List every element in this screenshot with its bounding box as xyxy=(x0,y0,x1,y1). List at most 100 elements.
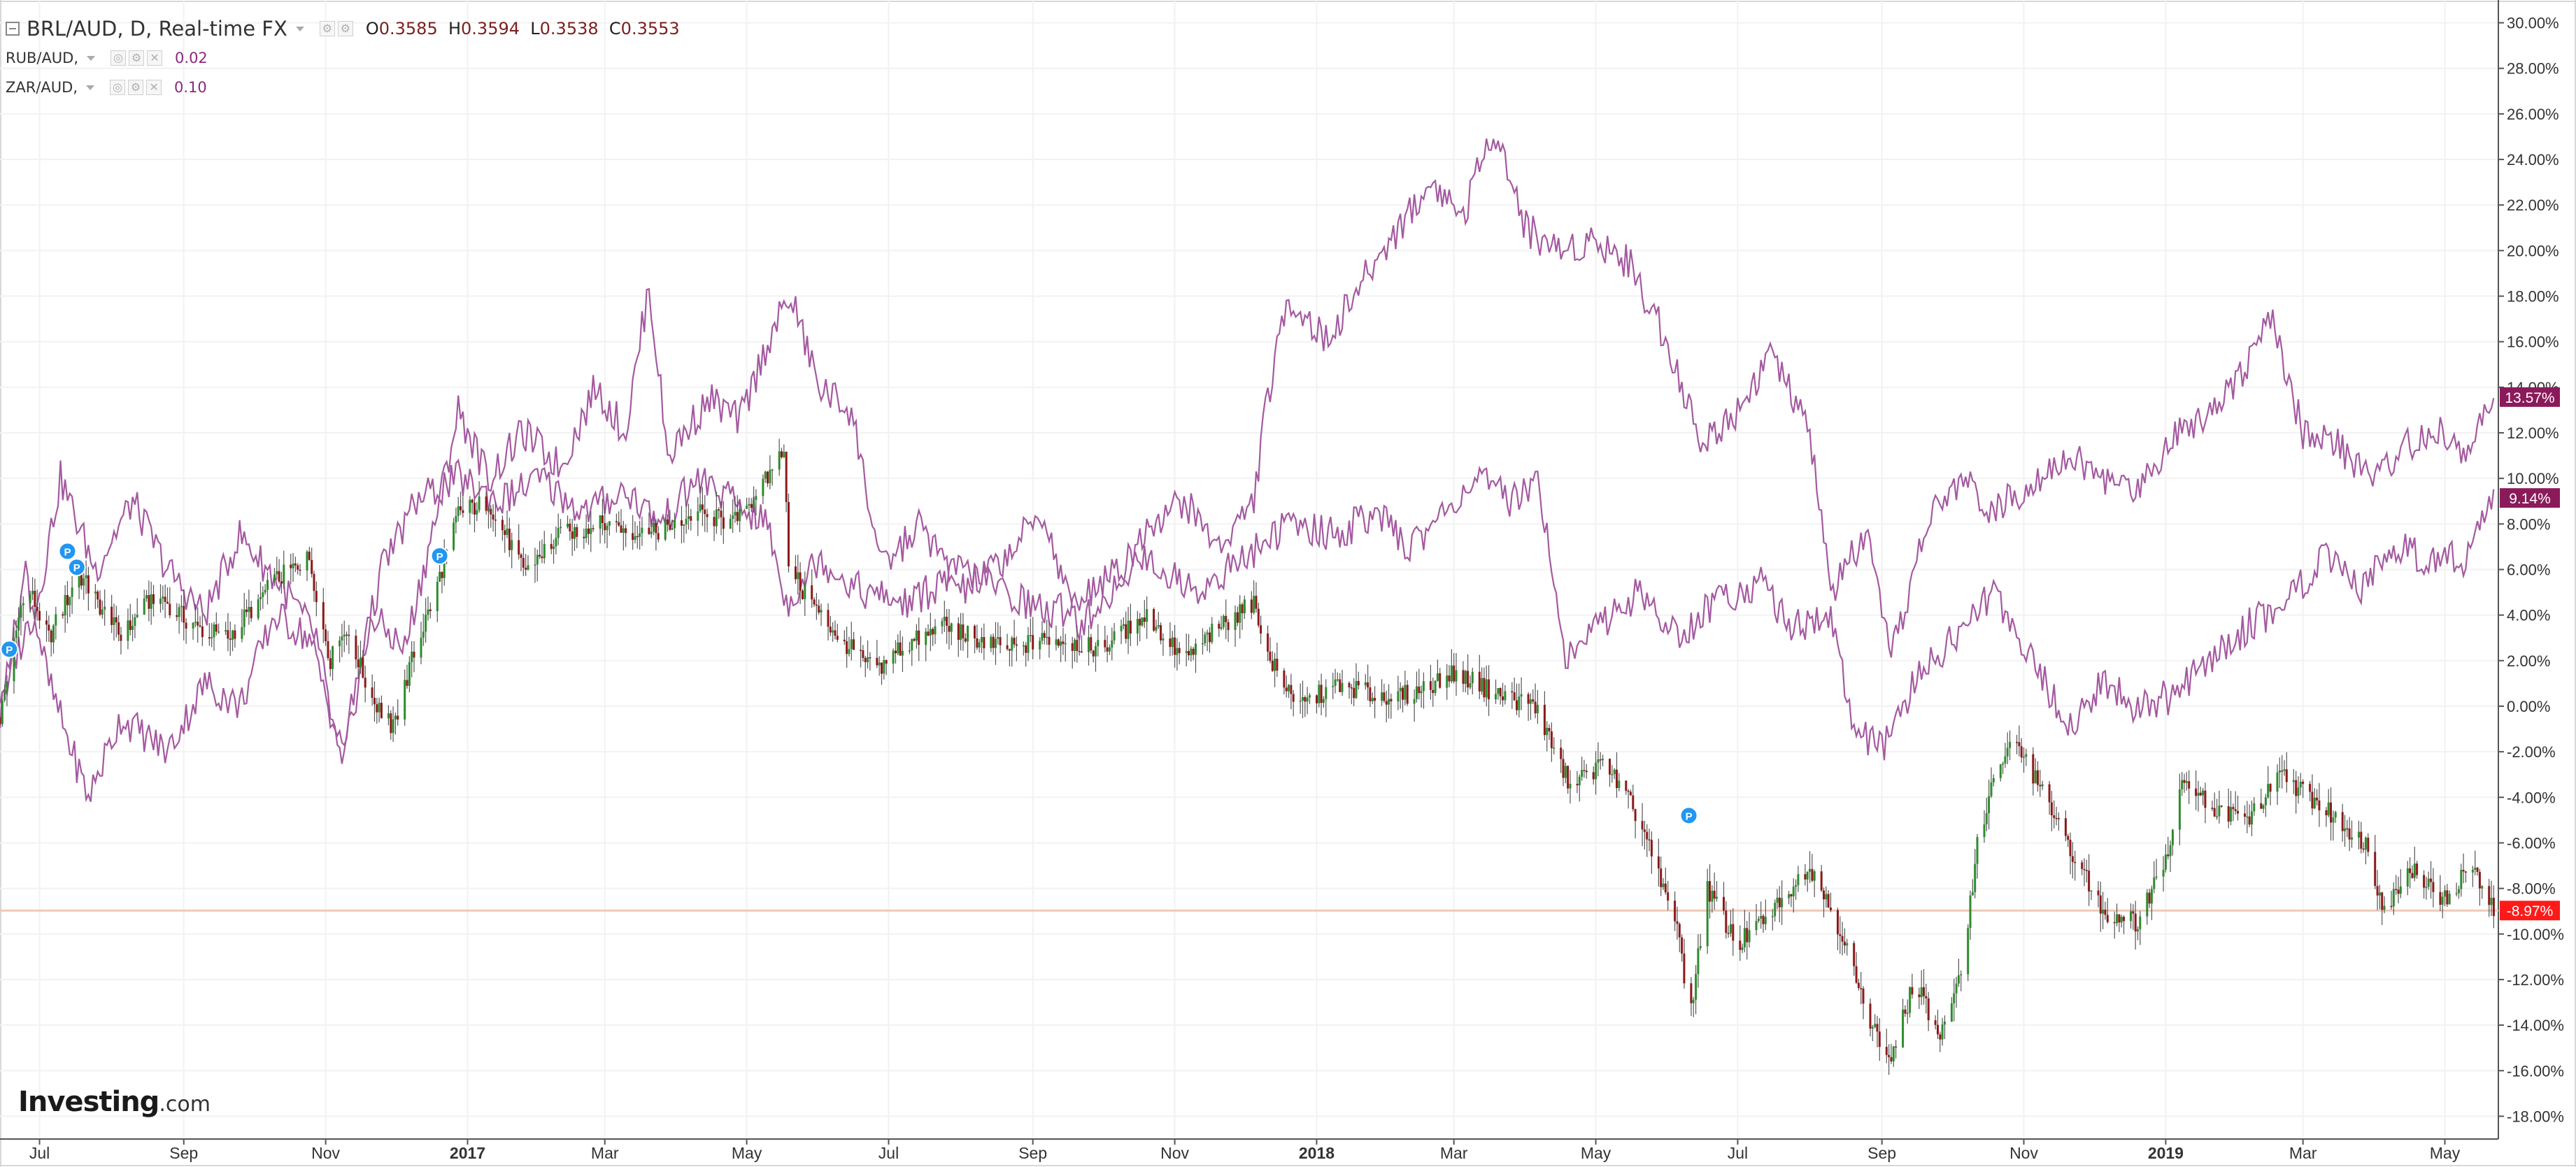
candle-body xyxy=(1418,686,1421,694)
candle-body xyxy=(245,609,248,613)
candle-body xyxy=(2260,803,2263,809)
candle-body xyxy=(136,615,138,617)
candle-body xyxy=(1171,637,1174,647)
candle-body xyxy=(648,527,650,534)
main-settings-icon[interactable]: ⚙ xyxy=(319,21,335,36)
candle-body xyxy=(1846,943,1849,946)
zar-settings-icon[interactable]: ⚙ xyxy=(128,80,144,95)
zar-remove-icon[interactable]: ✕ xyxy=(146,80,162,95)
candle-body xyxy=(373,698,376,705)
candle-body xyxy=(1918,994,1921,998)
candle-body xyxy=(1064,643,1067,645)
candle-body xyxy=(62,614,64,616)
candle-body xyxy=(664,519,667,540)
candle-body xyxy=(799,572,802,591)
candle-body xyxy=(541,556,543,559)
candle-body xyxy=(1416,686,1418,699)
rub-remove-icon[interactable]: ✕ xyxy=(147,50,163,66)
candle-body xyxy=(22,603,24,606)
candle-body xyxy=(1290,685,1293,694)
legend-overlay-row-zar[interactable]: ZAR/AUD, ◎ ⚙ ✕ 0.10 xyxy=(6,73,680,102)
candle-body xyxy=(2367,838,2370,852)
candle-body xyxy=(1146,609,1148,622)
main-symbol-label[interactable]: BRL/AUD, D, Real-time FX xyxy=(27,17,287,41)
candle-body xyxy=(1206,632,1209,635)
candle-body xyxy=(346,634,348,636)
candle-body xyxy=(31,591,34,594)
candle-body xyxy=(1283,671,1286,688)
candle-body xyxy=(148,595,150,609)
candle-body xyxy=(1597,759,1600,763)
candle-body xyxy=(1674,901,1677,922)
candle-body xyxy=(162,596,164,599)
candle-body xyxy=(1988,796,1991,813)
candle-body xyxy=(1011,638,1013,651)
candle-body xyxy=(83,578,85,586)
zar-symbol-label[interactable]: ZAR/AUD, xyxy=(6,79,78,96)
candle-body xyxy=(508,529,511,550)
candle-body xyxy=(2360,831,2363,849)
candle-body xyxy=(1550,731,1553,748)
candle-body xyxy=(797,572,799,580)
candle-body xyxy=(1076,640,1079,651)
candle-body xyxy=(2458,889,2460,894)
zar-visibility-icon[interactable]: ◎ xyxy=(110,80,126,95)
candle-body xyxy=(1813,871,1816,881)
high-value: 0.3594 xyxy=(461,19,520,38)
candle-body xyxy=(1420,691,1423,694)
event-marker-circle xyxy=(58,542,77,561)
candle-body xyxy=(1446,675,1449,688)
candle-body xyxy=(211,637,213,639)
candle-body xyxy=(681,520,683,526)
event-marker-label: P xyxy=(64,546,71,558)
candle-body xyxy=(2346,828,2349,830)
candle-body xyxy=(2378,892,2381,896)
candle-body xyxy=(1467,671,1470,688)
candle-body xyxy=(511,540,513,550)
candle-body xyxy=(1285,687,1288,692)
candle-body xyxy=(2218,806,2221,817)
zar-dropdown-icon[interactable] xyxy=(86,85,95,90)
candle-body xyxy=(229,638,232,640)
candle-body xyxy=(1029,635,1032,636)
candle-body xyxy=(1292,694,1295,702)
candle-body xyxy=(550,543,553,550)
candle-body xyxy=(2264,797,2267,806)
candle-body xyxy=(183,606,185,623)
candle-body xyxy=(1336,679,1339,681)
candle-body xyxy=(1781,898,1784,908)
candle-body xyxy=(1109,647,1111,652)
main-symbol-dropdown-icon[interactable] xyxy=(295,26,304,31)
candle-body xyxy=(1648,839,1651,840)
candle-body xyxy=(1992,778,1995,782)
rub-dropdown-icon[interactable] xyxy=(87,55,96,61)
candle-body xyxy=(2362,848,2365,850)
candle-body xyxy=(169,603,171,615)
candle-body xyxy=(1699,946,1702,948)
candle-body xyxy=(911,638,913,651)
collapse-legend-button[interactable] xyxy=(6,22,20,36)
candle-body xyxy=(848,649,851,654)
main-format-icon[interactable]: ⚙ xyxy=(337,21,353,36)
last-value-badge-bg xyxy=(2500,488,2560,508)
candle-body xyxy=(2399,886,2402,894)
candle-body xyxy=(1827,894,1830,908)
rub-symbol-label[interactable]: RUB/AUD, xyxy=(6,50,79,66)
legend-overlay-row-rub[interactable]: RUB/AUD, ◎ ⚙ ✕ 0.02 xyxy=(6,43,680,73)
candle-body xyxy=(1567,766,1570,789)
candle-body xyxy=(1399,687,1402,692)
candle-body xyxy=(2309,784,2312,792)
rub-visibility-icon[interactable]: ◎ xyxy=(111,50,127,66)
candle-body xyxy=(462,510,464,513)
y-tick-label: 30.00% xyxy=(2507,15,2559,32)
candle-body xyxy=(1139,619,1141,626)
event-marker-label: P xyxy=(6,645,13,657)
series-line-rub-aud xyxy=(0,138,2495,764)
rub-settings-icon[interactable]: ⚙ xyxy=(129,50,145,66)
candle-body xyxy=(380,703,383,719)
candle-body xyxy=(606,525,609,531)
candle-body xyxy=(427,609,429,615)
legend-main-row[interactable]: BRL/AUD, D, Real-time FX ⚙ ⚙ O0.3585 H0.… xyxy=(6,14,680,43)
candle-body xyxy=(278,571,280,582)
